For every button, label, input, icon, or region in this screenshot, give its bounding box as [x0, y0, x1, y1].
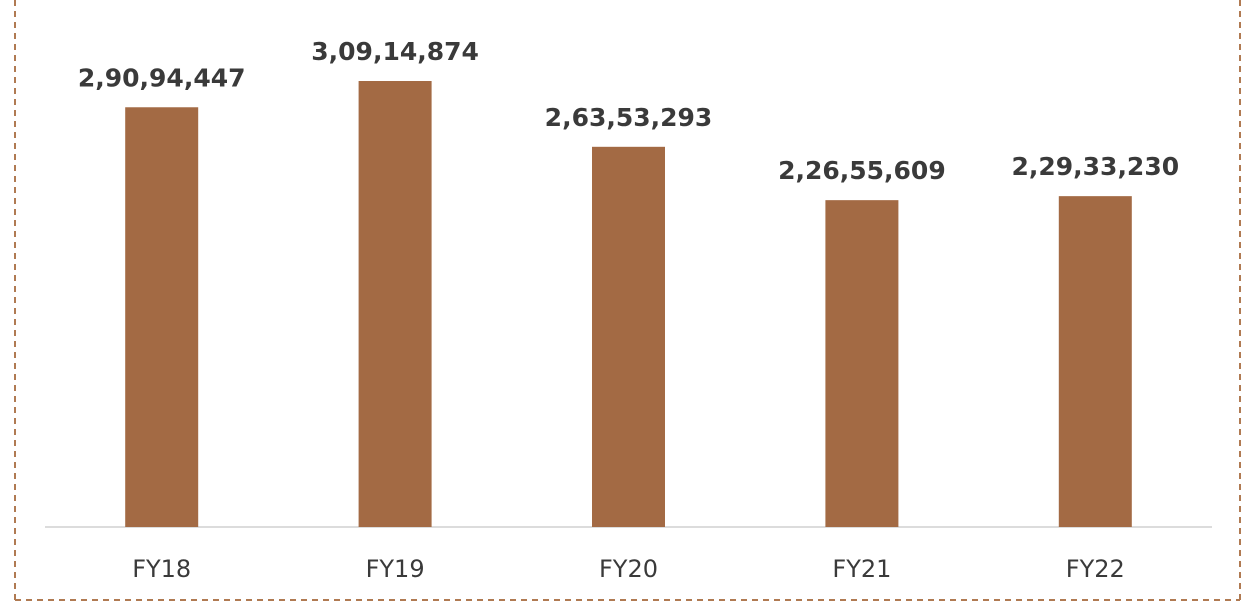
bar [592, 146, 665, 527]
value-label: 2,29,33,230 [1011, 152, 1179, 181]
value-label: 3,09,14,874 [311, 37, 479, 66]
x-tick-label: FY22 [1066, 555, 1125, 583]
x-tick-label: FY19 [366, 555, 425, 583]
x-tick-label: FY18 [132, 555, 191, 583]
bar [825, 200, 899, 527]
value-label: 2,63,53,293 [545, 103, 713, 132]
x-tick-label: FY21 [832, 555, 891, 583]
bar [358, 81, 432, 527]
value-label: 2,90,94,447 [78, 63, 246, 92]
value-label: 2,26,55,609 [778, 156, 946, 185]
x-tick-label: FY20 [599, 555, 658, 583]
bar [1058, 196, 1132, 528]
bar [125, 107, 199, 527]
